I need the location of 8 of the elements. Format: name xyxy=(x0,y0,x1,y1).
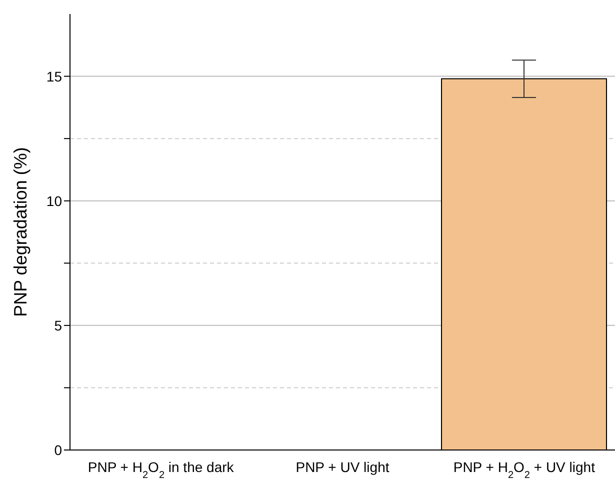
x-tick-label: PNP + UV light xyxy=(296,459,390,475)
y-tick-label: 10 xyxy=(46,192,62,209)
x-tick-label: PNP + H$_{2}$O$_{2}$ in the dark xyxy=(88,459,235,480)
y-tick-label: 0 xyxy=(54,442,62,458)
x-tick-label: PNP + H$_{2}$O$_{2}$ + UV light xyxy=(453,459,596,480)
y-axis-title: PNP degradation (%) xyxy=(10,147,30,317)
y-tick-label: 5 xyxy=(54,317,62,334)
y-tick-label: 15 xyxy=(46,68,62,84)
